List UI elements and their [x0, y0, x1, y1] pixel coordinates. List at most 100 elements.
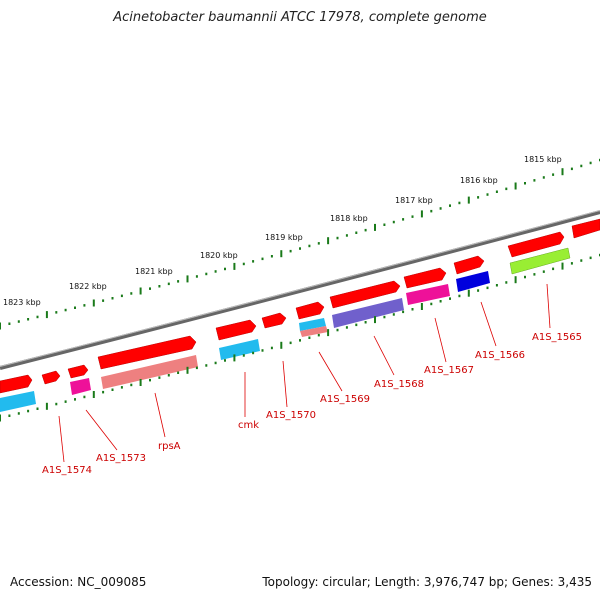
outer-scale-dot [205, 272, 208, 276]
inner-scale-dot [195, 366, 198, 370]
inner-scale-dot [8, 414, 11, 417]
kbp-label-1818: 1818 kbp [330, 214, 368, 223]
kbp-label-1823: 1823 kbp [3, 298, 41, 307]
inner-scale-dot [261, 349, 264, 352]
gene-label-rpsA: rpsA [158, 441, 181, 452]
inner-scale-dot [167, 374, 170, 377]
outer-scale-dot [533, 179, 536, 182]
inner-scale-dot [242, 354, 245, 357]
gene-arrow-a1s-1566 [453, 255, 485, 275]
gene-arrow-rpsA [97, 335, 197, 370]
feature-bar-magenta-small [70, 378, 91, 395]
outer-scale-dot [402, 218, 405, 221]
inner-scale-major-tick [514, 276, 517, 284]
inner-scale-dot [364, 321, 367, 324]
inner-scale-dot [120, 386, 123, 389]
outer-scale-dots [0, 158, 600, 330]
genome-backbone-highlight [0, 210, 600, 367]
inner-scale-dot [111, 388, 114, 391]
inner-scale-dot [439, 300, 442, 303]
inner-scale-dot [552, 267, 555, 271]
gene-arrow-a1s-1574 [41, 370, 61, 385]
outer-scale-dot [167, 282, 170, 286]
inner-scale-dot [580, 259, 583, 262]
inner-scale-dots [0, 253, 600, 422]
outer-scale-major-tick [186, 275, 189, 283]
kbp-label-1821: 1821 kbp [135, 267, 173, 276]
outer-scale-dot [270, 255, 273, 258]
leader-a1s-1574 [58, 415, 65, 463]
inner-scale-dot [411, 308, 414, 311]
outer-scale-dot [64, 308, 67, 312]
outer-scale-dot [17, 320, 20, 323]
feature-bar-salmon-rpsA [101, 355, 198, 389]
outer-scale-dot [589, 161, 592, 165]
gene-arrow-a1s-1569 [295, 301, 325, 320]
inner-scale-dot [130, 383, 133, 387]
feature-bar-blue [456, 271, 490, 292]
accession-text: Accession: NC_009085 [10, 575, 147, 589]
outer-scale-dot [317, 242, 320, 245]
inner-scale-dot [205, 364, 208, 367]
gene-label-a1s-1568: A1S_1568 [374, 379, 424, 390]
gene-arrow-a1s-1568 [329, 280, 401, 309]
outer-scale-dot [439, 207, 442, 210]
kbp-labels: 1815 kbp 1816 kbp 1817 kbp 1818 kbp 1819… [3, 155, 562, 307]
gene-label-a1s-1573: A1S_1573 [96, 453, 146, 464]
outer-scale-dot [580, 164, 583, 168]
kbp-label-1822: 1822 kbp [69, 282, 107, 291]
inner-scale-dot [345, 326, 348, 329]
outer-scale-dot [289, 249, 292, 253]
inner-scale-dot [158, 376, 161, 379]
inner-scale-major-tick [92, 391, 95, 398]
gene-label-a1s-1569: A1S_1569 [320, 394, 370, 405]
inner-scale-major-tick [280, 341, 283, 349]
gene-arrow-a1s-1567 [403, 267, 447, 289]
inner-scale-dot [270, 346, 273, 350]
feature-bar-salmon-small [300, 326, 328, 337]
inner-scale-dot [177, 371, 180, 374]
outer-scale-dot [308, 244, 311, 248]
outer-scale-dot [299, 247, 301, 250]
outer-scale-dot [392, 220, 395, 224]
inner-scale-dot [149, 378, 151, 382]
outer-scale-dot [74, 306, 76, 309]
inner-scale-dot [392, 313, 395, 316]
kbp-label-1815: 1815 kbp [524, 155, 562, 164]
outer-scale-dot [214, 270, 217, 273]
inner-scale-dot [336, 328, 339, 332]
outer-scale-dot [477, 196, 480, 199]
outer-scale-major-tick [327, 237, 330, 245]
inner-scale-dot [74, 398, 76, 401]
outer-scale-major-tick [561, 168, 564, 176]
leader-a1s-1565 [546, 283, 551, 329]
outer-scale-dot [355, 231, 358, 234]
outer-scale-dot [242, 262, 245, 266]
gene-label-cmk: cmk [238, 420, 259, 431]
gene-arrow-cmk [215, 319, 257, 341]
outer-scale-major-tick [45, 311, 48, 319]
kbp-label-1820: 1820 kbp [200, 251, 238, 260]
inner-scale-dot [533, 273, 536, 276]
map-title: Acinetobacter baumannii ATCC 17978, comp… [113, 10, 487, 25]
gene-label-a1s-1574: A1S_1574 [42, 465, 92, 476]
outer-scale-dot [224, 267, 226, 271]
leader-a1s-1567 [434, 317, 447, 363]
leader-a1s-1566 [480, 301, 497, 347]
feature-bar-cyan-small [299, 318, 326, 331]
outer-scale-dot [336, 236, 339, 240]
kbp-label-1816: 1816 kbp [460, 176, 498, 185]
outer-scale-major-tick [280, 250, 283, 258]
inner-scale-dot [27, 409, 30, 413]
outer-scale-dot [542, 176, 545, 179]
outer-scale-dot [524, 182, 526, 185]
inner-scale-dot [430, 302, 433, 306]
gene-label-a1s-1567: A1S_1567 [424, 365, 474, 376]
outer-scale-dot [552, 173, 555, 176]
gene-arrow-a1s-1565 [507, 231, 565, 258]
outer-scale-dot [261, 257, 264, 261]
outer-scale-dot [495, 190, 498, 193]
inner-scale-major-tick [45, 402, 48, 410]
gene-label-a1s-1566: A1S_1566 [475, 350, 525, 361]
